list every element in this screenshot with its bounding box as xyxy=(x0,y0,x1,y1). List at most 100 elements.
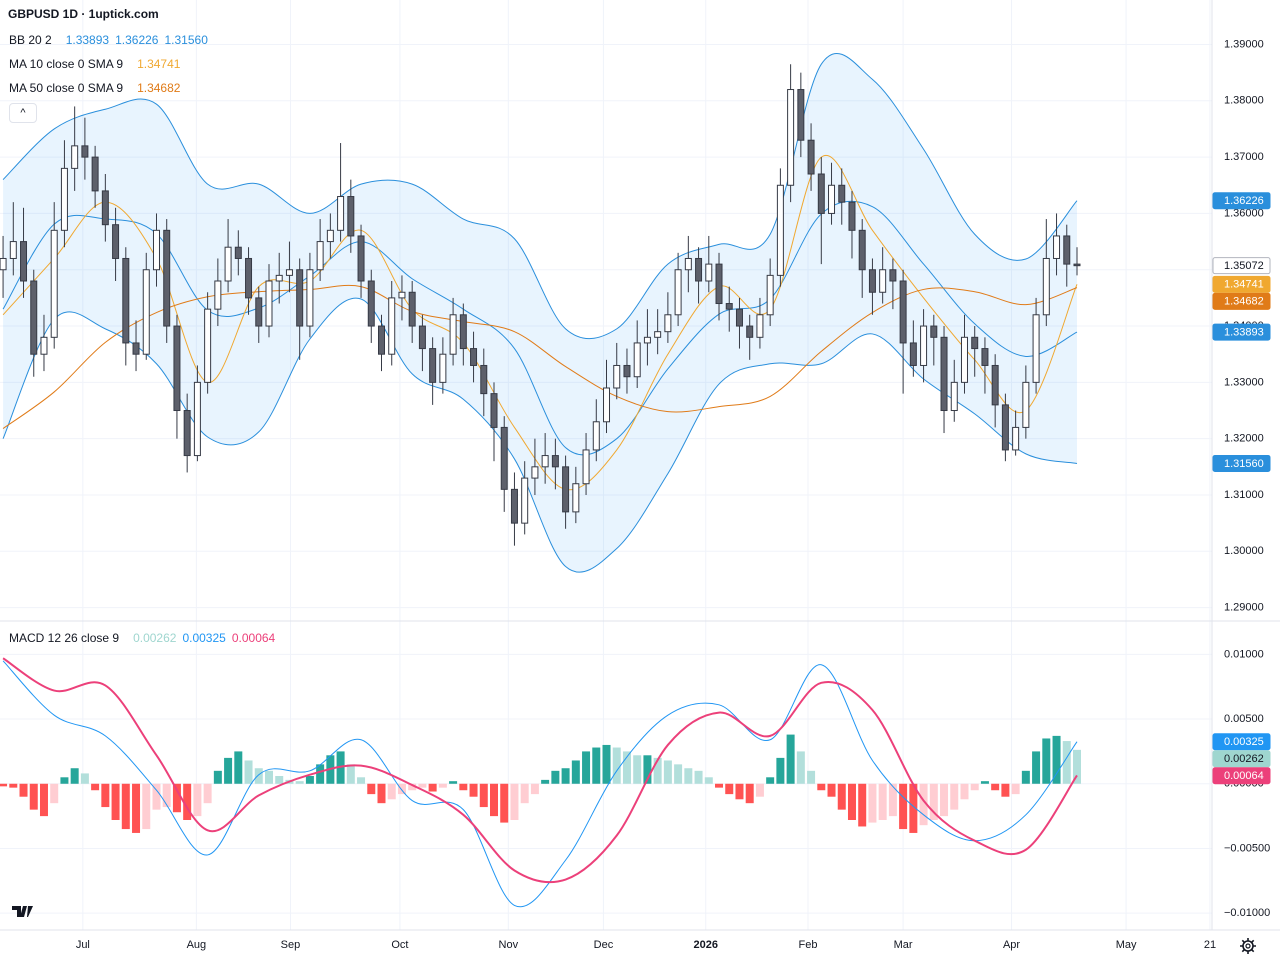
y-tick-label: 1.30000 xyxy=(1224,545,1264,557)
histogram-bar xyxy=(1011,783,1020,795)
x-tick-label: Apr xyxy=(1003,939,1020,951)
x-tick-label: Nov xyxy=(499,939,519,951)
histogram-bar xyxy=(367,783,376,795)
candle-body xyxy=(296,269,304,327)
price-badge xyxy=(1212,323,1271,341)
candle-body xyxy=(306,269,314,327)
candle-body xyxy=(521,477,529,524)
collapse-button[interactable]: ^ xyxy=(9,103,37,123)
candle-body xyxy=(787,89,795,186)
histogram-bar xyxy=(50,783,59,804)
legend-macd: MACD 12 26 close 9 0.00262 0.00325 0.000… xyxy=(9,631,275,645)
candle-body xyxy=(459,314,467,350)
histogram-bar xyxy=(776,757,785,784)
candle-body xyxy=(1032,314,1040,383)
histogram-bar xyxy=(193,783,202,817)
candle-body xyxy=(81,145,89,158)
candle-body xyxy=(623,364,631,378)
legend-label: BB 20 2 xyxy=(9,33,52,47)
y-tick-label: 1.36000 xyxy=(1224,207,1264,219)
histogram-bar xyxy=(1021,770,1030,784)
candle-body xyxy=(756,314,764,338)
histogram-bar xyxy=(858,783,867,827)
legend-value: 1.36226 xyxy=(115,33,159,47)
price-badge xyxy=(1212,454,1271,472)
histogram-bar xyxy=(796,751,805,784)
histogram-bar xyxy=(807,770,816,784)
histogram-bar xyxy=(203,783,212,804)
histogram-bar xyxy=(929,783,938,820)
histogram-bar xyxy=(888,783,897,817)
histogram-bar xyxy=(602,744,611,784)
candle-body xyxy=(592,421,600,451)
histogram-bar xyxy=(1062,741,1071,784)
price-badge xyxy=(1212,767,1271,785)
histogram-bar xyxy=(357,777,366,784)
histogram-bar xyxy=(234,751,243,784)
histogram-bar xyxy=(674,764,683,784)
histogram-bar xyxy=(899,783,908,830)
histogram-bar xyxy=(735,783,744,800)
x-tick-label: Feb xyxy=(799,939,818,951)
y-tick-label: 1.33000 xyxy=(1224,376,1264,388)
histogram-bar xyxy=(520,783,529,804)
histogram-bar xyxy=(940,783,949,817)
candle-body xyxy=(347,196,355,237)
settings-icon[interactable] xyxy=(1240,938,1256,954)
legend-value: 0.00262 xyxy=(133,631,177,645)
histogram-bar xyxy=(183,783,192,820)
histogram-bar xyxy=(19,783,28,797)
histogram-bar xyxy=(909,783,918,833)
price-badge xyxy=(1212,257,1271,275)
histogram-bar xyxy=(582,751,591,784)
candle-body xyxy=(245,257,253,299)
candle-body xyxy=(255,297,263,327)
band-line xyxy=(2,200,1078,456)
histogram-bar xyxy=(387,783,396,800)
histogram-bar xyxy=(643,755,652,784)
candle-body xyxy=(388,297,396,355)
histogram-bar xyxy=(950,783,959,810)
candle-body xyxy=(224,246,232,282)
candle-body xyxy=(1001,404,1009,451)
x-tick-label: Jul xyxy=(76,939,90,951)
candle-body xyxy=(173,325,181,412)
legend-value: 1.34682 xyxy=(137,81,181,95)
y-tick-label: 1.31000 xyxy=(1224,489,1264,501)
histogram-bar xyxy=(408,783,417,791)
candle-body xyxy=(807,139,815,175)
x-tick-label: May xyxy=(1116,939,1137,951)
histogram-bar xyxy=(121,783,130,830)
candle-body xyxy=(91,156,99,192)
candle-body xyxy=(163,229,171,327)
candle-body xyxy=(613,364,621,389)
candle-body xyxy=(500,426,508,490)
price-badge xyxy=(1212,275,1271,293)
histogram-bar xyxy=(592,747,601,784)
candle-body xyxy=(695,257,703,282)
histogram-bar xyxy=(244,760,253,784)
candle-body xyxy=(132,342,140,355)
y-tick-label: 1.37000 xyxy=(1224,151,1264,163)
candle-body xyxy=(971,336,979,350)
candle-body xyxy=(1012,426,1020,451)
candle-body xyxy=(1042,257,1050,316)
histogram-bar xyxy=(663,760,672,784)
price-badge xyxy=(1212,733,1271,751)
candle-body xyxy=(950,381,958,412)
candle-body xyxy=(490,393,498,428)
histogram-bar xyxy=(80,773,89,784)
y-tick-label: 0.00500 xyxy=(1224,713,1264,725)
candle-body xyxy=(960,336,968,383)
candle-body xyxy=(9,241,17,259)
histogram-bar xyxy=(305,776,314,784)
candle-body xyxy=(776,184,784,276)
legend-label: MACD 12 26 close 9 xyxy=(9,631,120,645)
histogram-bar xyxy=(684,768,693,784)
histogram-bar xyxy=(1052,735,1061,784)
histogram-bar xyxy=(316,764,325,784)
macd-line xyxy=(2,660,1078,908)
candle-body xyxy=(470,348,478,366)
price-badge-label: 1.31560 xyxy=(1224,458,1264,470)
histogram-bar xyxy=(510,783,519,820)
